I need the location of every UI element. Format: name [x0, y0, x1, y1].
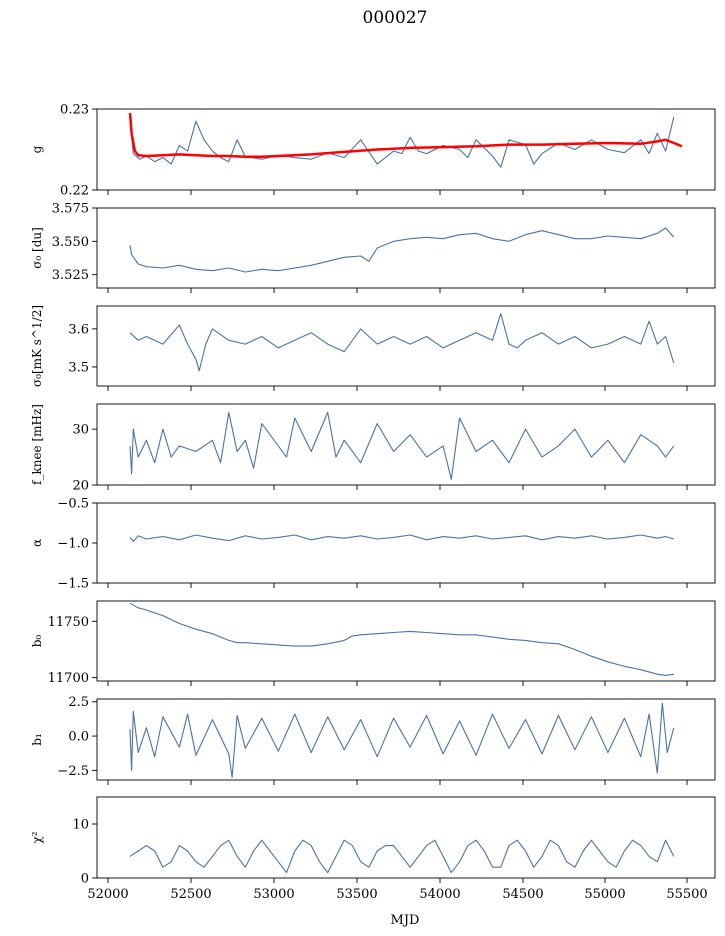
panel-1-ytick-label: 3.550	[52, 235, 89, 250]
panel-5-series-0-line	[129, 602, 674, 676]
panel-4-ylabel: α	[30, 539, 44, 547]
panel-1: 3.525 3.550 3.575 σ₀ [du]	[30, 202, 716, 293]
panel-4: −1.5 −1.0 −0.5 α	[30, 497, 716, 592]
panel-3-ylabel: f_knee [mHz]	[30, 404, 44, 485]
panel-6-ylabel: b₁	[30, 733, 44, 746]
panel-3-ytick-label: 20	[72, 479, 89, 494]
panel-7-xtick-label: 54500	[502, 887, 543, 902]
panel-7: 0 10 52000 52500 53000 53500 54000 54500 55000 55…	[30, 796, 716, 902]
panel-4-ytick-label: −0.5	[57, 497, 89, 512]
panel-2: 3.5 3.6 σ₀[mK s^1/2]	[30, 305, 716, 391]
panel-7-xtick-label: 52500	[170, 887, 211, 902]
panel-0: 0.22 0.23 g	[30, 103, 716, 199]
panel-1-ytick-label: 3.525	[52, 268, 89, 283]
panel-7-ytick-label: 10	[72, 818, 89, 833]
panel-7-xtick-label: 52000	[87, 887, 128, 902]
panel-6-series-0-line	[129, 702, 675, 778]
panel-5-ytick-label: 11750	[48, 615, 89, 630]
panel-0-frame	[96, 108, 716, 191]
panel-6: −2.5 0.0 2.5 b₁	[30, 695, 716, 785]
panel-2-frame	[96, 305, 716, 387]
panel-0-series-1-line	[128, 112, 683, 159]
panel-6-frame	[96, 698, 716, 781]
panel-7-ylabel: χ²	[30, 831, 44, 843]
panel-0-ylabel: g	[30, 145, 44, 153]
panel-0-series-0-line	[129, 116, 675, 168]
panel-7-ytick-label: 0	[81, 872, 89, 887]
panel-3: 20 30 f_knee [mHz]	[30, 403, 716, 494]
panel-7-xtick-label: 54000	[419, 887, 460, 902]
panel-0-ytick-label: 0.23	[60, 103, 89, 118]
panel-7-xtick-label: 53500	[336, 887, 377, 902]
panel-1-frame	[96, 207, 716, 289]
panel-1-ylabel: σ₀ [du]	[30, 227, 44, 269]
panel-7-series-0-line	[129, 839, 675, 874]
panel-3-series-0-line	[129, 411, 675, 480]
panel-4-ytick-label: −1.5	[57, 577, 89, 592]
panel-1-ytick-label: 3.575	[52, 202, 89, 217]
panel-7-frame	[96, 796, 716, 879]
panel-4-ytick-label: −1.0	[57, 537, 89, 552]
panel-7-xtick-label: 55000	[584, 887, 625, 902]
panel-5-ytick-label: 11700	[48, 671, 89, 686]
panel-3-frame	[96, 403, 716, 486]
panel-7-xtick-label: 55500	[666, 887, 707, 902]
x-axis-label: MJD	[391, 913, 420, 928]
panel-6-ytick-label: 2.5	[68, 695, 89, 710]
panel-2-ytick-label: 3.6	[68, 322, 89, 337]
panel-6-ytick-label: −2.5	[57, 764, 89, 779]
panel-2-series-0-line	[129, 313, 675, 372]
panel-2-ytick-label: 3.5	[68, 360, 89, 375]
panels: 0.22 0.23 g 3.525 3.550 3.575 σ₀ [du] 3.5 3.6 σ₀[…	[30, 103, 716, 902]
panel-5: 11700 11750 b₀	[30, 600, 716, 686]
figure-title: 000027	[363, 8, 428, 28]
panel-3-ytick-label: 30	[72, 423, 89, 438]
panel-7-xtick-label: 53000	[253, 887, 294, 902]
panel-0-ytick-label: 0.22	[60, 184, 89, 199]
panel-1-series-0-line	[129, 227, 675, 273]
panel-6-ytick-label: 0.0	[68, 730, 89, 745]
panel-2-ylabel: σ₀[mK s^1/2]	[30, 305, 44, 387]
panel-5-ylabel: b₀	[30, 635, 44, 648]
panel-4-series-0-line	[129, 534, 674, 542]
panel-4-frame	[96, 502, 716, 584]
panel-5-frame	[96, 600, 716, 682]
